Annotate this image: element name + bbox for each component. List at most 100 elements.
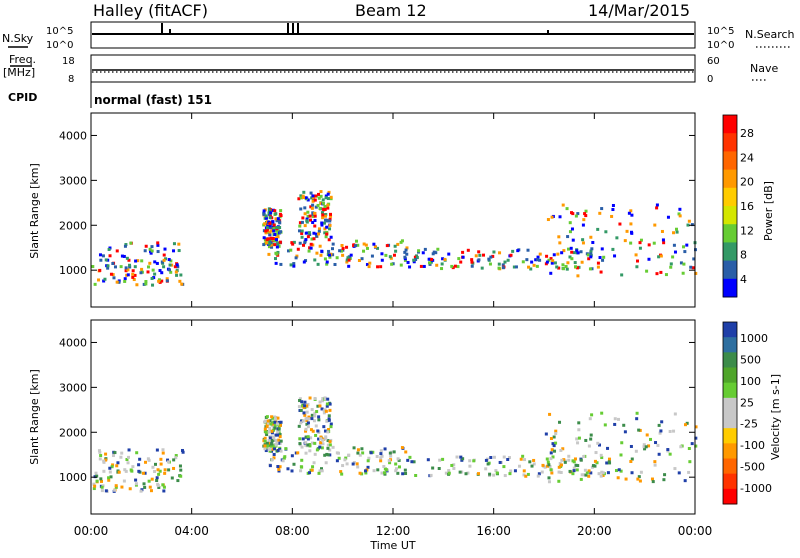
echo-cell xyxy=(534,258,538,262)
cpid-label: CPID xyxy=(8,91,37,104)
echo-cell xyxy=(305,418,309,422)
echo-cell xyxy=(151,465,155,469)
echo-cell xyxy=(405,246,409,250)
echo-cell xyxy=(156,484,160,488)
echo-cell xyxy=(634,449,638,453)
echo-cell xyxy=(668,452,672,456)
echo-cell xyxy=(278,465,282,469)
echo-cell xyxy=(570,211,574,215)
echo-cell xyxy=(570,227,574,231)
echo-cell xyxy=(376,265,380,269)
echo-cell xyxy=(317,415,321,419)
echo-cell xyxy=(322,425,326,429)
echo-cell xyxy=(635,411,639,415)
x-tick-label: 04:00 xyxy=(174,524,209,538)
echo-cell xyxy=(270,229,274,233)
echo-cell xyxy=(137,463,141,467)
echo-cell xyxy=(559,470,563,474)
nsky-panel xyxy=(90,21,696,49)
echo-cell xyxy=(532,263,536,267)
echo-cell xyxy=(327,414,331,418)
echo-cell xyxy=(161,451,165,455)
echo-cell xyxy=(139,271,143,275)
colorbar-swatch xyxy=(723,260,737,280)
echo-cell xyxy=(669,265,673,269)
echo-cell xyxy=(272,428,276,432)
echo-cell xyxy=(611,208,615,212)
colorbar-swatch xyxy=(723,443,737,459)
echo-cell xyxy=(576,212,580,216)
echo-cell xyxy=(456,265,460,269)
colorbar-tick-label: 12 xyxy=(740,224,754,237)
echo-cell xyxy=(301,243,305,247)
echo-cell xyxy=(403,255,407,259)
echo-cell xyxy=(170,476,174,480)
echo-cell xyxy=(573,457,577,461)
echo-cell xyxy=(547,476,551,480)
echo-cell xyxy=(312,419,316,423)
colorbar-swatch xyxy=(723,322,737,338)
echo-cell xyxy=(150,249,154,253)
echo-cell xyxy=(596,227,600,231)
echo-cell xyxy=(507,456,511,460)
echo-cell xyxy=(376,246,380,250)
echo-cell xyxy=(502,465,506,469)
echo-cell xyxy=(143,249,147,253)
echo-cell xyxy=(634,253,638,257)
echo-cell xyxy=(125,256,129,260)
echo-cell xyxy=(362,242,366,246)
echo-cell xyxy=(315,448,319,452)
echo-cell xyxy=(596,261,600,265)
echo-cell xyxy=(270,245,274,249)
echo-cell xyxy=(296,451,300,455)
echo-cell xyxy=(548,412,552,416)
echo-cell xyxy=(98,253,102,257)
echo-cell xyxy=(327,418,331,422)
echo-cell xyxy=(144,280,148,284)
colorbar-tick-label: -1000 xyxy=(740,482,772,495)
echo-cell xyxy=(104,452,108,456)
echo-cell xyxy=(459,260,463,264)
echo-cell xyxy=(344,456,348,460)
echo-cell xyxy=(99,477,103,481)
echo-cell xyxy=(265,424,269,428)
echo-cell xyxy=(557,266,561,270)
echo-cell xyxy=(263,436,267,440)
echo-cell xyxy=(306,198,310,202)
echo-cell xyxy=(296,247,300,251)
echo-cell xyxy=(441,457,445,461)
echo-cell xyxy=(600,207,604,211)
echo-cell xyxy=(685,243,689,247)
echo-cell xyxy=(389,256,393,260)
echo-cell xyxy=(618,222,622,226)
echo-cell xyxy=(557,470,561,474)
date-title: 14/Mar/2015 xyxy=(588,1,690,20)
echo-cell xyxy=(528,460,532,464)
echo-cell xyxy=(343,458,347,462)
echo-cell xyxy=(541,463,545,467)
echo-cell xyxy=(577,428,581,432)
echo-cell xyxy=(364,471,368,475)
echo-cell xyxy=(267,439,271,443)
echo-cell xyxy=(629,241,633,245)
echo-cell xyxy=(315,410,319,414)
echo-cell xyxy=(688,460,692,464)
echo-cell xyxy=(443,257,447,261)
echo-cell xyxy=(584,438,588,442)
colorbar-frame xyxy=(722,321,738,505)
echo-cell xyxy=(140,267,144,271)
echo-cell xyxy=(157,472,161,476)
echo-cell xyxy=(308,396,312,400)
echo-cell xyxy=(672,243,676,247)
echo-cell xyxy=(673,412,677,416)
echo-cell xyxy=(355,239,359,243)
echo-cell xyxy=(97,278,101,282)
echo-cell xyxy=(155,478,159,482)
echo-cell xyxy=(410,460,414,464)
echo-cell xyxy=(323,231,327,235)
echo-cell xyxy=(277,420,281,424)
echo-cell xyxy=(582,218,586,222)
echo-cell xyxy=(325,404,329,408)
echo-cell xyxy=(299,465,303,469)
